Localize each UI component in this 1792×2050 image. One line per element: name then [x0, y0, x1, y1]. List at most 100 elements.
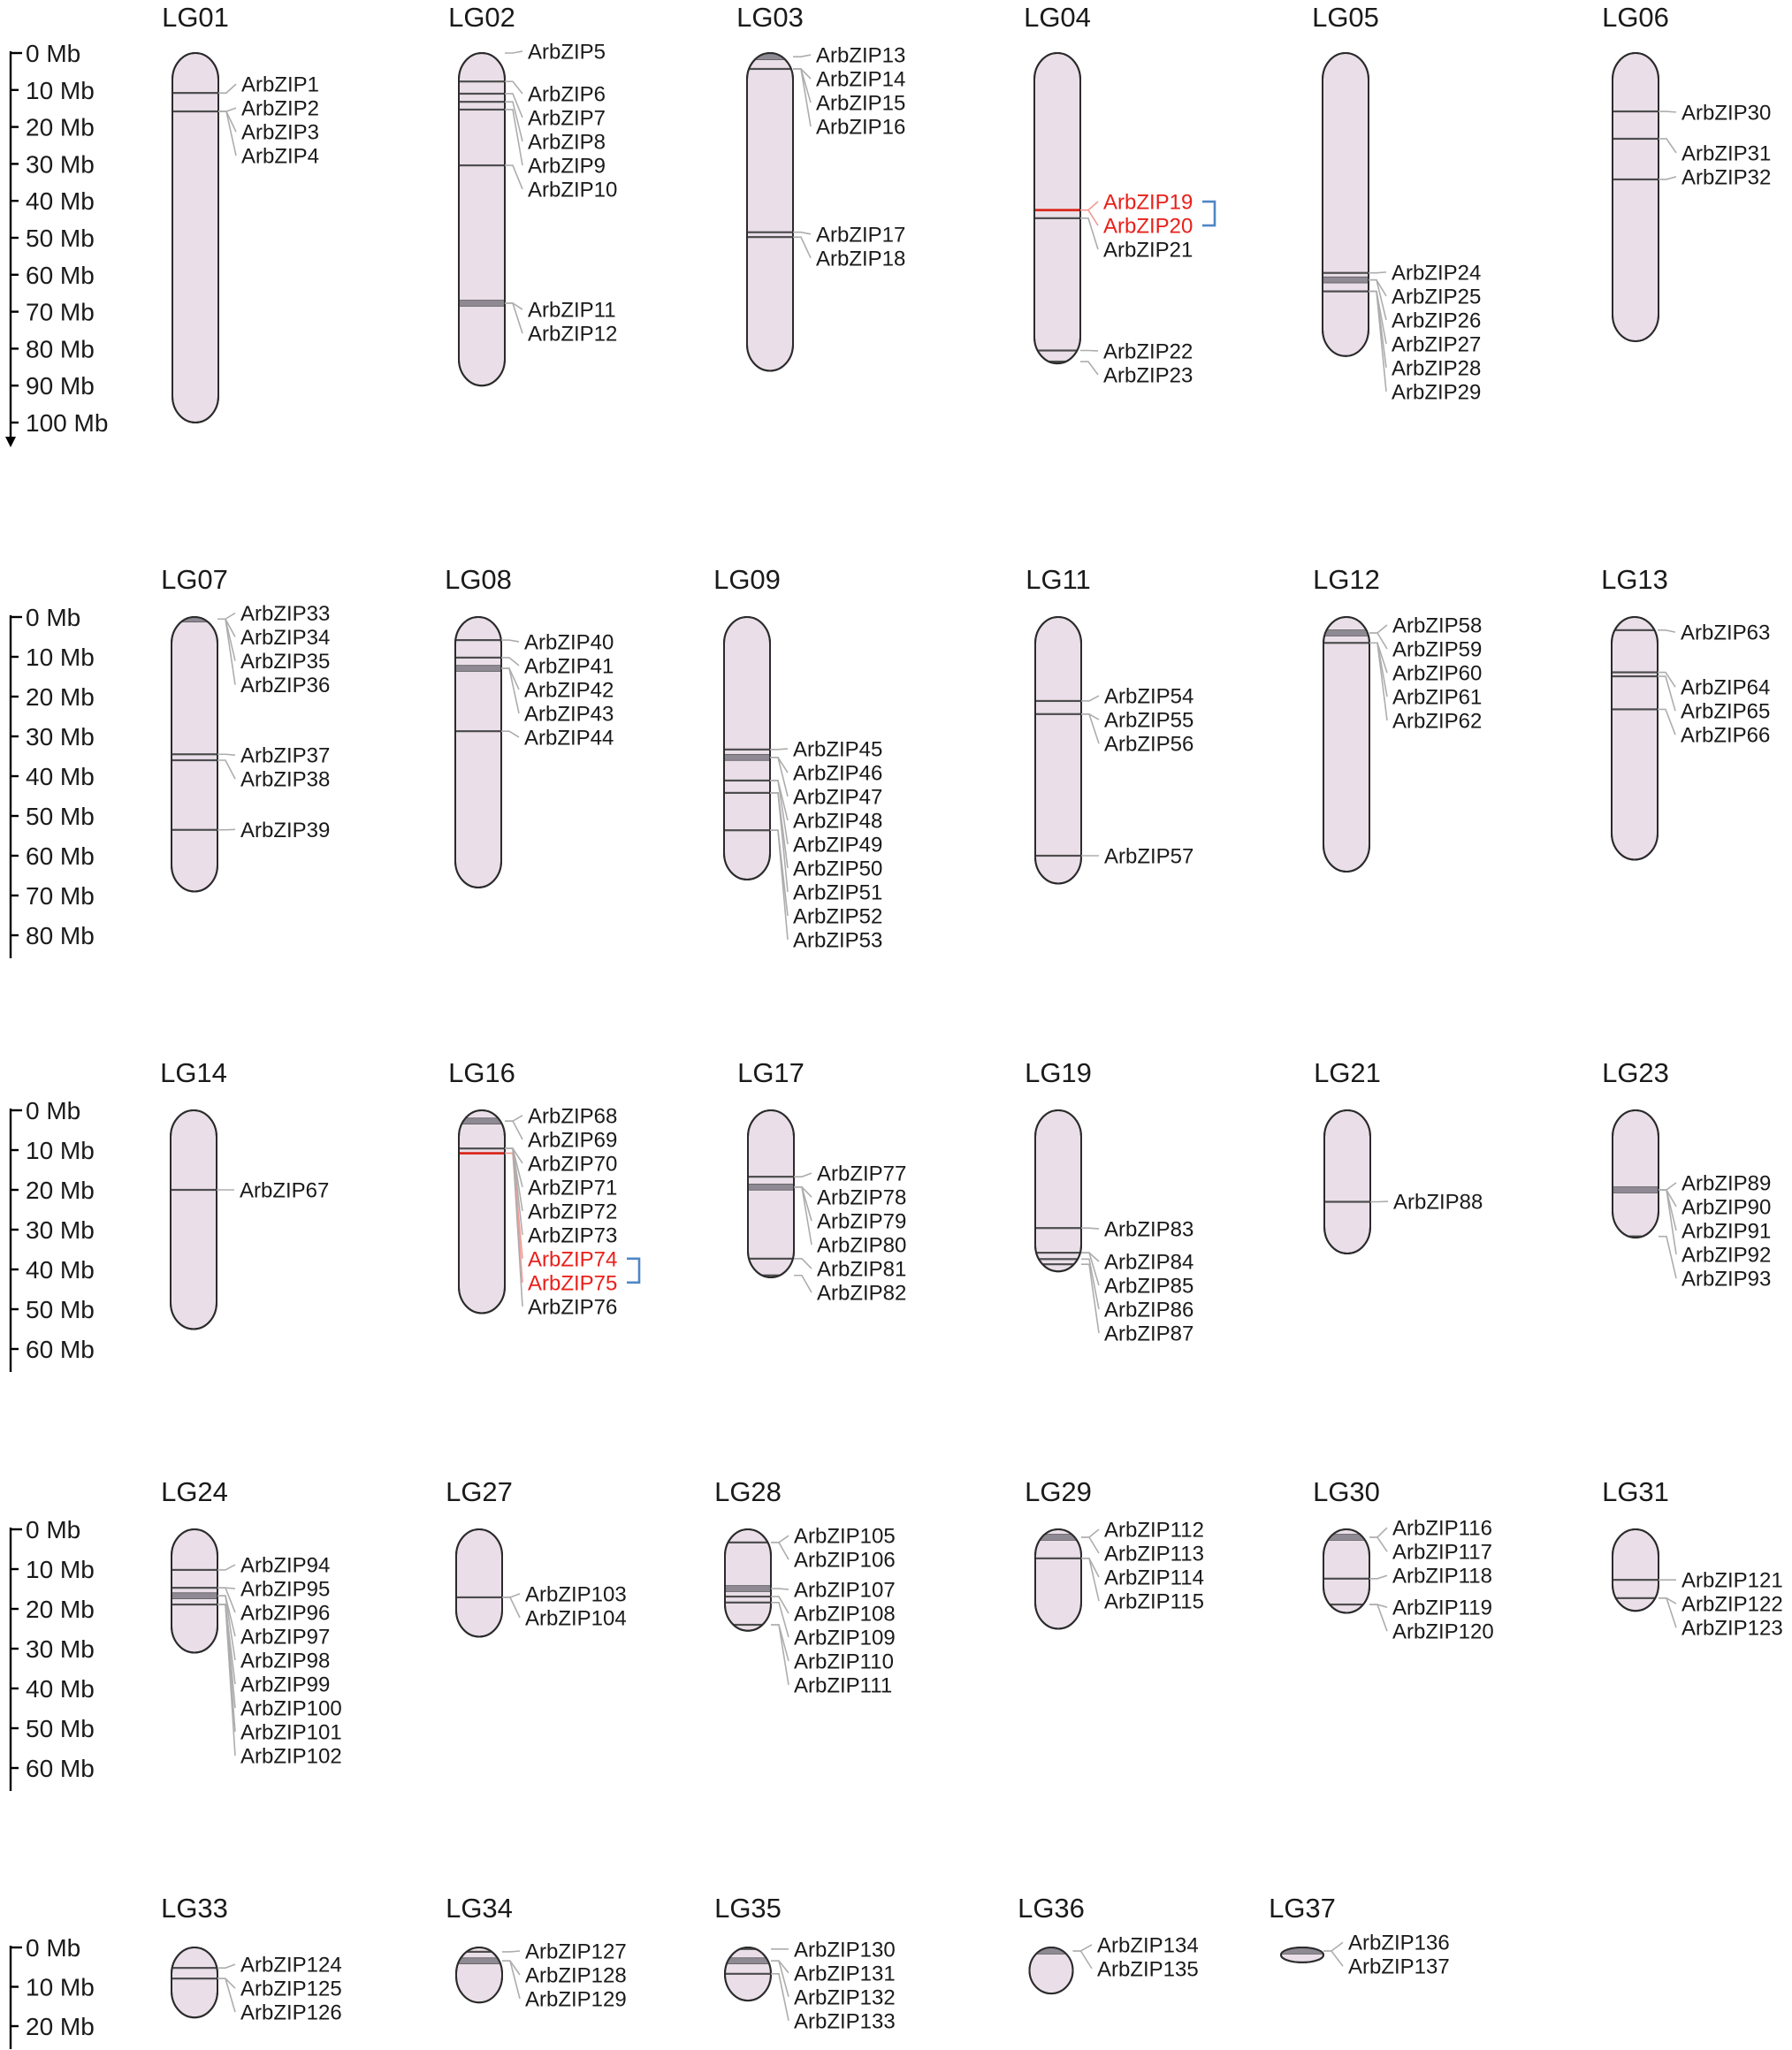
chromosome-outline — [1034, 616, 1082, 885]
band — [1323, 642, 1369, 644]
chromosome-outline — [1612, 1528, 1659, 1612]
gene-label-ArbZIP114: ArbZIP114 — [1104, 1566, 1204, 1590]
gene-label-ArbZIP42: ArbZIP42 — [524, 678, 614, 702]
band-group-LG30 — [1323, 1534, 1369, 1606]
gene-label-ArbZIP81: ArbZIP81 — [817, 1258, 906, 1282]
band-thick — [459, 1117, 505, 1124]
band — [455, 639, 501, 642]
scale-tick-label: 40 Mb — [26, 1256, 95, 1284]
leader-line — [1072, 1944, 1093, 1952]
band — [459, 1147, 505, 1150]
band — [1613, 1235, 1659, 1238]
leader-line — [1081, 1263, 1100, 1334]
scale-axis-row2: 0 Mb 10 Mb 20 Mb 30 Mb 40 Mb 50 Mb 60 Mb 70 Mb 8… — [9, 604, 95, 958]
leader-line — [1081, 1252, 1100, 1286]
scale-axis-row3: 0 Mb 10 Mb 20 Mb 30 Mb 40 Mb 50 Mb 60 Mb — [9, 1097, 95, 1372]
chromosome-outline — [171, 1528, 218, 1654]
gene-label-ArbZIP95: ArbZIP95 — [240, 1578, 330, 1602]
leader-line — [505, 50, 523, 54]
scale-tick-label: 50 Mb — [26, 1296, 95, 1323]
linkage-group-LG14: LG14 ArbZIP67 — [160, 1057, 329, 1330]
gene-label-ArbZIP134: ArbZIP134 — [1097, 1933, 1199, 1957]
band — [1323, 290, 1369, 293]
chromosome-outline — [1028, 1947, 1074, 1995]
scale-axis-arrow — [5, 437, 16, 447]
leader-line — [505, 80, 523, 95]
lg-title-LG11: LG11 — [1026, 564, 1091, 595]
leader-line — [505, 93, 523, 118]
lg-title-LG06: LG06 — [1602, 2, 1669, 33]
leader-line — [771, 1535, 789, 1543]
gene-label-ArbZIP3: ArbZIP3 — [241, 121, 319, 145]
gene-label-ArbZIP102: ArbZIP102 — [240, 1745, 342, 1769]
gene-label-ArbZIP13: ArbZIP13 — [816, 44, 905, 68]
leader-line — [1323, 1950, 1344, 1967]
leader-line — [1659, 138, 1677, 154]
chromosome-LG30 — [1323, 1528, 1370, 1614]
gene-label-ArbZIP107: ArbZIP107 — [794, 1578, 896, 1602]
band — [172, 758, 217, 762]
lg-title-LG19: LG19 — [1025, 1057, 1092, 1088]
gene-label-ArbZIP77: ArbZIP77 — [817, 1162, 906, 1186]
band — [172, 1967, 217, 1970]
gene-label-ArbZIP41: ArbZIP41 — [524, 654, 614, 678]
band — [172, 753, 217, 756]
band-group-LG14 — [171, 1188, 217, 1192]
band-group-LG35 — [725, 1947, 771, 1975]
gene-label-ArbZIP4: ArbZIP4 — [241, 145, 319, 169]
leader-line — [1369, 278, 1387, 321]
band-thick — [1613, 1186, 1659, 1193]
lg-title-LG30: LG30 — [1313, 1476, 1380, 1507]
gene-label-ArbZIP73: ArbZIP73 — [528, 1223, 617, 1247]
scale-tick-label: 40 Mb — [26, 1675, 95, 1703]
leader-line — [501, 657, 520, 667]
gene-label-ArbZIP11: ArbZIP11 — [528, 299, 616, 323]
band-red — [1034, 209, 1080, 212]
gene-label-ArbZIP115: ArbZIP115 — [1104, 1590, 1204, 1614]
scale-tick-label: 70 Mb — [26, 882, 95, 910]
gene-label-ArbZIP17: ArbZIP17 — [816, 223, 905, 247]
gene-label-ArbZIP35: ArbZIP35 — [240, 650, 330, 674]
band-group-LG17 — [748, 1176, 794, 1276]
gene-label-ArbZIP89: ArbZIP89 — [1681, 1171, 1771, 1195]
band — [748, 1257, 794, 1260]
leader-line — [1659, 1189, 1677, 1255]
band — [1613, 178, 1659, 181]
band — [172, 828, 217, 831]
band — [747, 67, 793, 71]
lg-title-LG34: LG34 — [446, 1893, 513, 1924]
leader-line — [1369, 271, 1387, 274]
gene-label-ArbZIP68: ArbZIP68 — [528, 1104, 617, 1128]
scale-tick-label: 90 Mb — [26, 372, 95, 400]
gene-label-ArbZIP45: ArbZIP45 — [793, 737, 882, 761]
gene-label-ArbZIP8: ArbZIP8 — [528, 130, 606, 154]
gene-label-ArbZIP25: ArbZIP25 — [1392, 285, 1481, 309]
gene-label-ArbZIP121: ArbZIP121 — [1681, 1569, 1783, 1593]
leader-line — [1369, 290, 1387, 392]
chromosome-LG09 — [723, 616, 771, 880]
band — [725, 1541, 771, 1543]
band-group-LG19 — [1035, 1227, 1081, 1266]
gene-label-ArbZIP56: ArbZIP56 — [1104, 733, 1193, 757]
gene-label-ArbZIP126: ArbZIP126 — [240, 2001, 342, 2025]
leader-line — [502, 1597, 521, 1619]
band — [455, 730, 501, 733]
band — [459, 108, 505, 111]
scale-tick-label: 20 Mb — [26, 683, 95, 711]
gene-label-ArbZIP54: ArbZIP54 — [1104, 685, 1193, 709]
gene-label-ArbZIP33: ArbZIP33 — [240, 602, 330, 626]
gene-label-ArbZIP80: ArbZIP80 — [817, 1234, 906, 1258]
gene-label-ArbZIP29: ArbZIP29 — [1392, 380, 1481, 404]
leader-line — [771, 1624, 789, 1686]
band-thick — [725, 1585, 771, 1592]
band — [724, 829, 770, 832]
gene-label-ArbZIP111: ArbZIP111 — [794, 1673, 892, 1697]
gene-label-ArbZIP97: ArbZIP97 — [240, 1626, 330, 1650]
gene-label-ArbZIP125: ArbZIP125 — [240, 1978, 342, 2001]
leader-line — [1369, 1574, 1388, 1580]
lg-title-LG27: LG27 — [446, 1476, 513, 1507]
gene-label-ArbZIP96: ArbZIP96 — [240, 1602, 330, 1626]
gene-label-ArbZIP60: ArbZIP60 — [1392, 662, 1482, 686]
